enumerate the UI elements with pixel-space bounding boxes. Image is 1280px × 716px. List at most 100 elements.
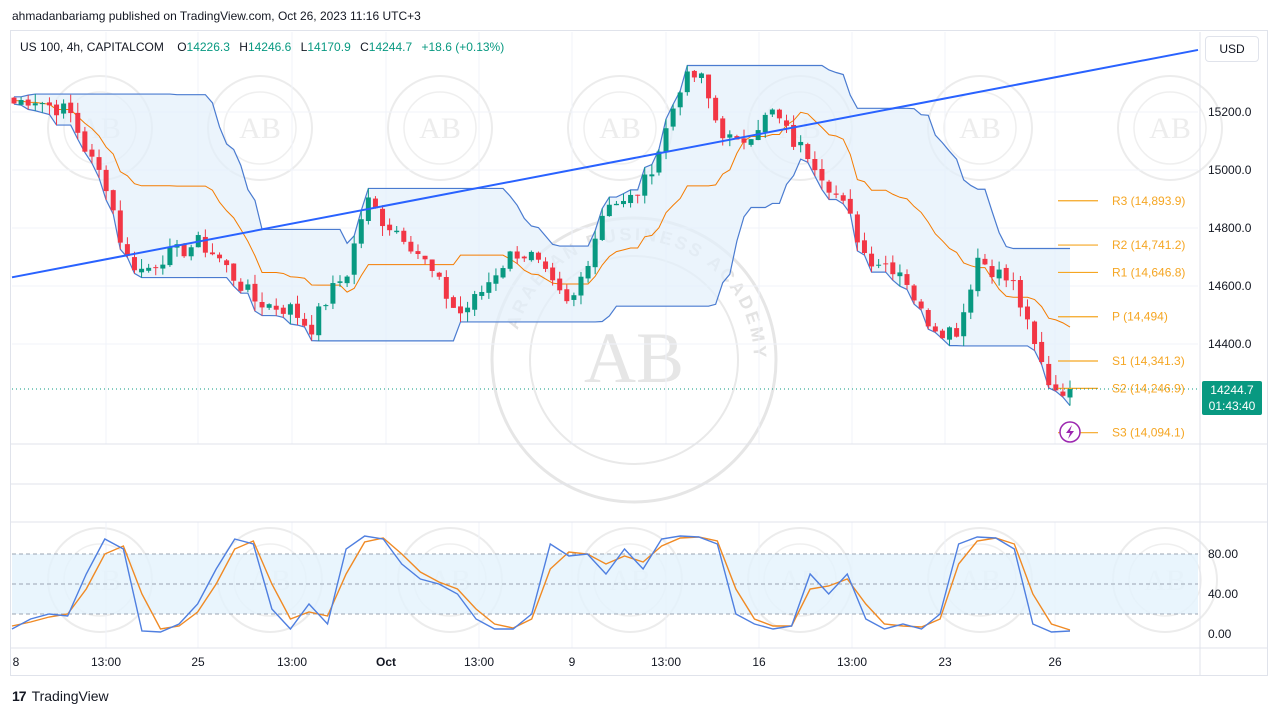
- candle[interactable]: [124, 237, 130, 258]
- candle[interactable]: [599, 208, 605, 242]
- symbol-name[interactable]: US 100, 4h, CAPITALCOM: [20, 40, 164, 54]
- candle[interactable]: [117, 200, 123, 250]
- candle[interactable]: [273, 298, 279, 316]
- candle[interactable]: [82, 126, 88, 153]
- candle[interactable]: [925, 308, 931, 330]
- candle[interactable]: [550, 262, 556, 286]
- trendline-segment[interactable]: [11, 48, 1199, 279]
- candle[interactable]: [25, 95, 31, 110]
- trendline[interactable]: [11, 48, 1199, 279]
- candle[interactable]: [436, 271, 442, 280]
- candle[interactable]: [1060, 383, 1066, 398]
- candle[interactable]: [486, 272, 492, 299]
- candle[interactable]: [713, 95, 719, 123]
- candle[interactable]: [677, 90, 683, 116]
- candle[interactable]: [996, 261, 1002, 286]
- candle[interactable]: [691, 69, 697, 82]
- candle[interactable]: [890, 255, 896, 281]
- candle[interactable]: [330, 275, 336, 310]
- candle[interactable]: [748, 138, 754, 147]
- candle[interactable]: [61, 99, 67, 119]
- candle[interactable]: [911, 283, 917, 305]
- candle[interactable]: [465, 301, 471, 322]
- candle[interactable]: [1003, 264, 1009, 288]
- candle[interactable]: [337, 275, 343, 287]
- candle[interactable]: [358, 210, 364, 249]
- candle[interactable]: [294, 295, 300, 326]
- candle[interactable]: [1039, 331, 1045, 365]
- candle[interactable]: [450, 295, 456, 308]
- candle[interactable]: [883, 255, 889, 272]
- candle[interactable]: [1046, 355, 1052, 388]
- candle[interactable]: [557, 271, 563, 294]
- candle[interactable]: [606, 197, 612, 217]
- candle[interactable]: [39, 101, 45, 113]
- candle[interactable]: [932, 322, 938, 333]
- candle[interactable]: [812, 151, 818, 177]
- candle[interactable]: [316, 303, 322, 341]
- candle[interactable]: [387, 218, 393, 236]
- time-axis[interactable]: 8 13:00 25 13:00 Oct 13:00 9 13:00 16 13:00 23 26: [13, 655, 1062, 669]
- candle[interactable]: [535, 251, 541, 264]
- candle[interactable]: [706, 74, 712, 109]
- candle[interactable]: [514, 246, 520, 264]
- candle[interactable]: [791, 115, 797, 150]
- candle[interactable]: [947, 326, 953, 346]
- candle[interactable]: [628, 189, 634, 208]
- candle[interactable]: [528, 250, 534, 262]
- candle[interactable]: [75, 102, 81, 140]
- candle[interactable]: [18, 96, 24, 106]
- candle[interactable]: [472, 290, 478, 316]
- candle[interactable]: [1067, 380, 1073, 406]
- candle[interactable]: [139, 259, 145, 278]
- candle[interactable]: [188, 244, 194, 261]
- candle[interactable]: [869, 246, 875, 273]
- candle[interactable]: [11, 96, 17, 105]
- candle[interactable]: [1024, 299, 1030, 330]
- candle[interactable]: [564, 284, 570, 304]
- candle[interactable]: [68, 94, 74, 123]
- candle[interactable]: [372, 196, 378, 209]
- candle[interactable]: [670, 104, 676, 131]
- candle[interactable]: [302, 312, 308, 328]
- candle[interactable]: [741, 129, 747, 150]
- candle[interactable]: [897, 264, 903, 287]
- candle[interactable]: [167, 238, 173, 267]
- candle[interactable]: [507, 250, 513, 272]
- stochastic-panel[interactable]: 80.00 40.00 0.00: [11, 535, 1238, 641]
- candle[interactable]: [1053, 375, 1059, 392]
- candle[interactable]: [621, 193, 627, 208]
- candle[interactable]: [110, 189, 116, 215]
- candle[interactable]: [280, 304, 286, 318]
- candle[interactable]: [500, 265, 506, 279]
- candle[interactable]: [287, 302, 293, 325]
- candle[interactable]: [698, 72, 704, 84]
- candle[interactable]: [840, 192, 846, 204]
- candle[interactable]: [54, 99, 60, 126]
- candle[interactable]: [89, 143, 95, 164]
- candle[interactable]: [571, 292, 577, 307]
- candle[interactable]: [32, 94, 38, 111]
- candle[interactable]: [727, 130, 733, 147]
- candle[interactable]: [613, 200, 619, 206]
- candle[interactable]: [259, 292, 265, 316]
- candle[interactable]: [266, 303, 272, 310]
- candle[interactable]: [805, 142, 811, 163]
- currency-button[interactable]: USD: [1205, 36, 1259, 62]
- candle[interactable]: [982, 253, 988, 266]
- candle[interactable]: [861, 232, 867, 256]
- candle[interactable]: [784, 114, 790, 133]
- candle[interactable]: [918, 299, 924, 311]
- candle[interactable]: [769, 108, 775, 118]
- price-axis[interactable]: 15200.0 15000.0 14800.0 14600.0 14400.0: [1208, 105, 1252, 351]
- candle[interactable]: [443, 270, 449, 309]
- candle[interactable]: [457, 296, 463, 322]
- candle[interactable]: [309, 315, 315, 341]
- candle[interactable]: [209, 243, 215, 256]
- candle[interactable]: [479, 285, 485, 300]
- candle[interactable]: [493, 268, 499, 291]
- candle[interactable]: [245, 279, 251, 293]
- candle[interactable]: [103, 165, 109, 201]
- candle[interactable]: [394, 225, 400, 234]
